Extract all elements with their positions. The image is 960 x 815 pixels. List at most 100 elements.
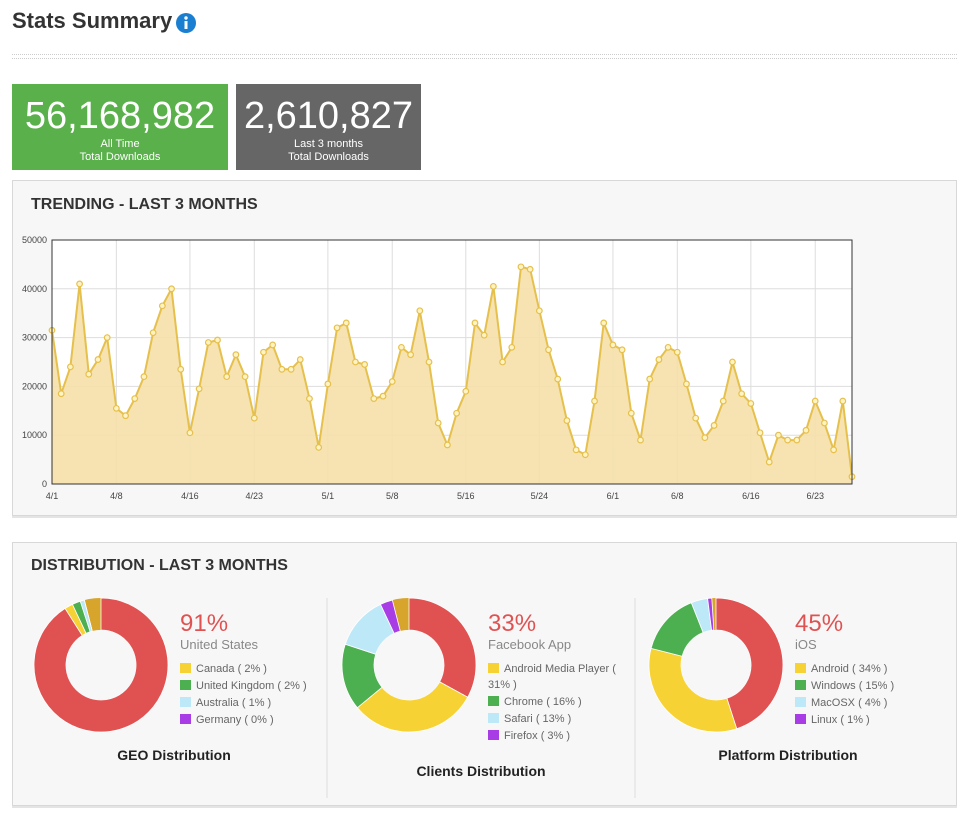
point: [480, 331, 488, 339]
legend-name: Facebook App: [488, 637, 572, 652]
point: [76, 280, 83, 288]
point: [94, 356, 102, 363]
legend-label: Android: [811, 663, 849, 675]
point: [627, 409, 635, 417]
point: [388, 378, 396, 385]
point: [315, 444, 323, 451]
legend: 33% Facebook App Android Media Player ( 31…: [488, 611, 616, 745]
divider: [12, 54, 957, 59]
point: [112, 404, 120, 412]
point: [775, 431, 782, 439]
stat-value: 56,168,982: [24, 95, 216, 137]
legend-label: Safari: [504, 713, 533, 725]
legend-swatch: [795, 663, 806, 673]
panel-title: DISTRIBUTION - LAST 3 MONTHS: [31, 557, 288, 574]
point: [664, 343, 672, 351]
legend-item: Germany ( 0% ): [180, 712, 320, 728]
info-icon[interactable]: [175, 12, 197, 34]
legend-name: United States: [180, 637, 259, 652]
legend-swatch: [795, 680, 806, 690]
legend-item: Chrome ( 16% ): [488, 694, 616, 710]
donut-hole: [681, 630, 751, 700]
point: [462, 387, 470, 395]
point: [85, 370, 93, 378]
point: [407, 351, 415, 359]
point: [260, 348, 267, 356]
stat-label: Total Downloads: [288, 151, 369, 163]
x-tick-label: 5/8: [386, 491, 399, 501]
legend-item: United Kingdom ( 2% ): [180, 678, 320, 694]
point: [646, 375, 654, 383]
point: [204, 339, 212, 346]
x-tick-label: 4/8: [110, 491, 123, 501]
legend-value: ( 13% ): [535, 713, 572, 725]
point: [710, 422, 718, 429]
x-tick-label: 6/1: [607, 491, 620, 501]
point: [241, 373, 249, 381]
legend-label: Australia: [196, 697, 239, 709]
legend-swatch: [488, 696, 499, 706]
legend-item: Australia ( 1% ): [180, 695, 320, 711]
point: [719, 397, 727, 405]
point: [811, 397, 819, 405]
legend-swatch: [180, 663, 191, 673]
stat-label: Last 3 months: [293, 138, 364, 150]
point: [232, 351, 240, 359]
point: [296, 356, 304, 363]
legend-value: ( 0% ): [244, 714, 274, 726]
legend: 45% iOS Android ( 34% ) Windows ( 15% ) MacO…: [795, 611, 935, 729]
legend-value: ( 1% ): [241, 697, 272, 709]
point: [269, 341, 277, 349]
x-tick-label: 4/16: [181, 491, 199, 501]
point: [563, 417, 571, 424]
legend-swatch: [180, 697, 191, 707]
legend-value: ( 4% ): [858, 697, 888, 709]
legend-item: Firefox ( 3% ): [488, 728, 616, 744]
point: [535, 307, 543, 315]
point: [508, 343, 516, 351]
x-tick-label: 4/1: [46, 491, 59, 501]
stat-box: 2,610,827 Last 3 months Total Downloads: [236, 84, 421, 170]
point: [122, 412, 129, 420]
donut-slice: [408, 597, 477, 698]
point: [370, 395, 378, 403]
chart-title: Platform Distribution: [718, 747, 857, 763]
point: [756, 429, 764, 437]
point: [453, 409, 460, 417]
legend-item: Canada ( 2% ): [180, 661, 320, 677]
legend-label: Firefox: [504, 730, 538, 742]
legend-item: Android ( 34% ): [795, 661, 935, 677]
point: [342, 319, 350, 327]
chart-title: GEO Distribution: [117, 747, 231, 763]
point: [158, 302, 166, 310]
point: [609, 341, 617, 349]
point: [131, 395, 139, 403]
x-tick-label: 6/8: [671, 491, 684, 501]
point: [591, 397, 598, 405]
point: [618, 346, 626, 354]
x-tick-label: 4/23: [246, 491, 264, 501]
x-tick-label: 5/1: [322, 491, 335, 501]
legend-value: ( 1% ): [840, 714, 870, 726]
point: [839, 397, 847, 405]
point: [830, 446, 838, 454]
legend-name: iOS: [795, 637, 817, 652]
point: [195, 385, 203, 393]
y-tick-label: 0: [42, 479, 47, 489]
point: [821, 419, 828, 427]
point: [168, 285, 175, 293]
point: [306, 395, 313, 403]
point: [637, 436, 644, 444]
legend: 91% United States Canada ( 2% ) United King…: [180, 611, 320, 729]
point: [66, 363, 74, 371]
point: [287, 365, 295, 373]
stat-box: 56,168,982 All Time Total Downloads: [12, 84, 228, 170]
legend-swatch: [488, 713, 499, 723]
y-tick-label: 30000: [22, 333, 47, 343]
page-title: Stats Summary: [12, 8, 173, 33]
chart-title: Clients Distribution: [416, 763, 545, 779]
point: [214, 336, 221, 344]
point: [655, 356, 663, 363]
legend-value: ( 16% ): [546, 696, 582, 708]
legend-value: 33%: [488, 610, 537, 637]
